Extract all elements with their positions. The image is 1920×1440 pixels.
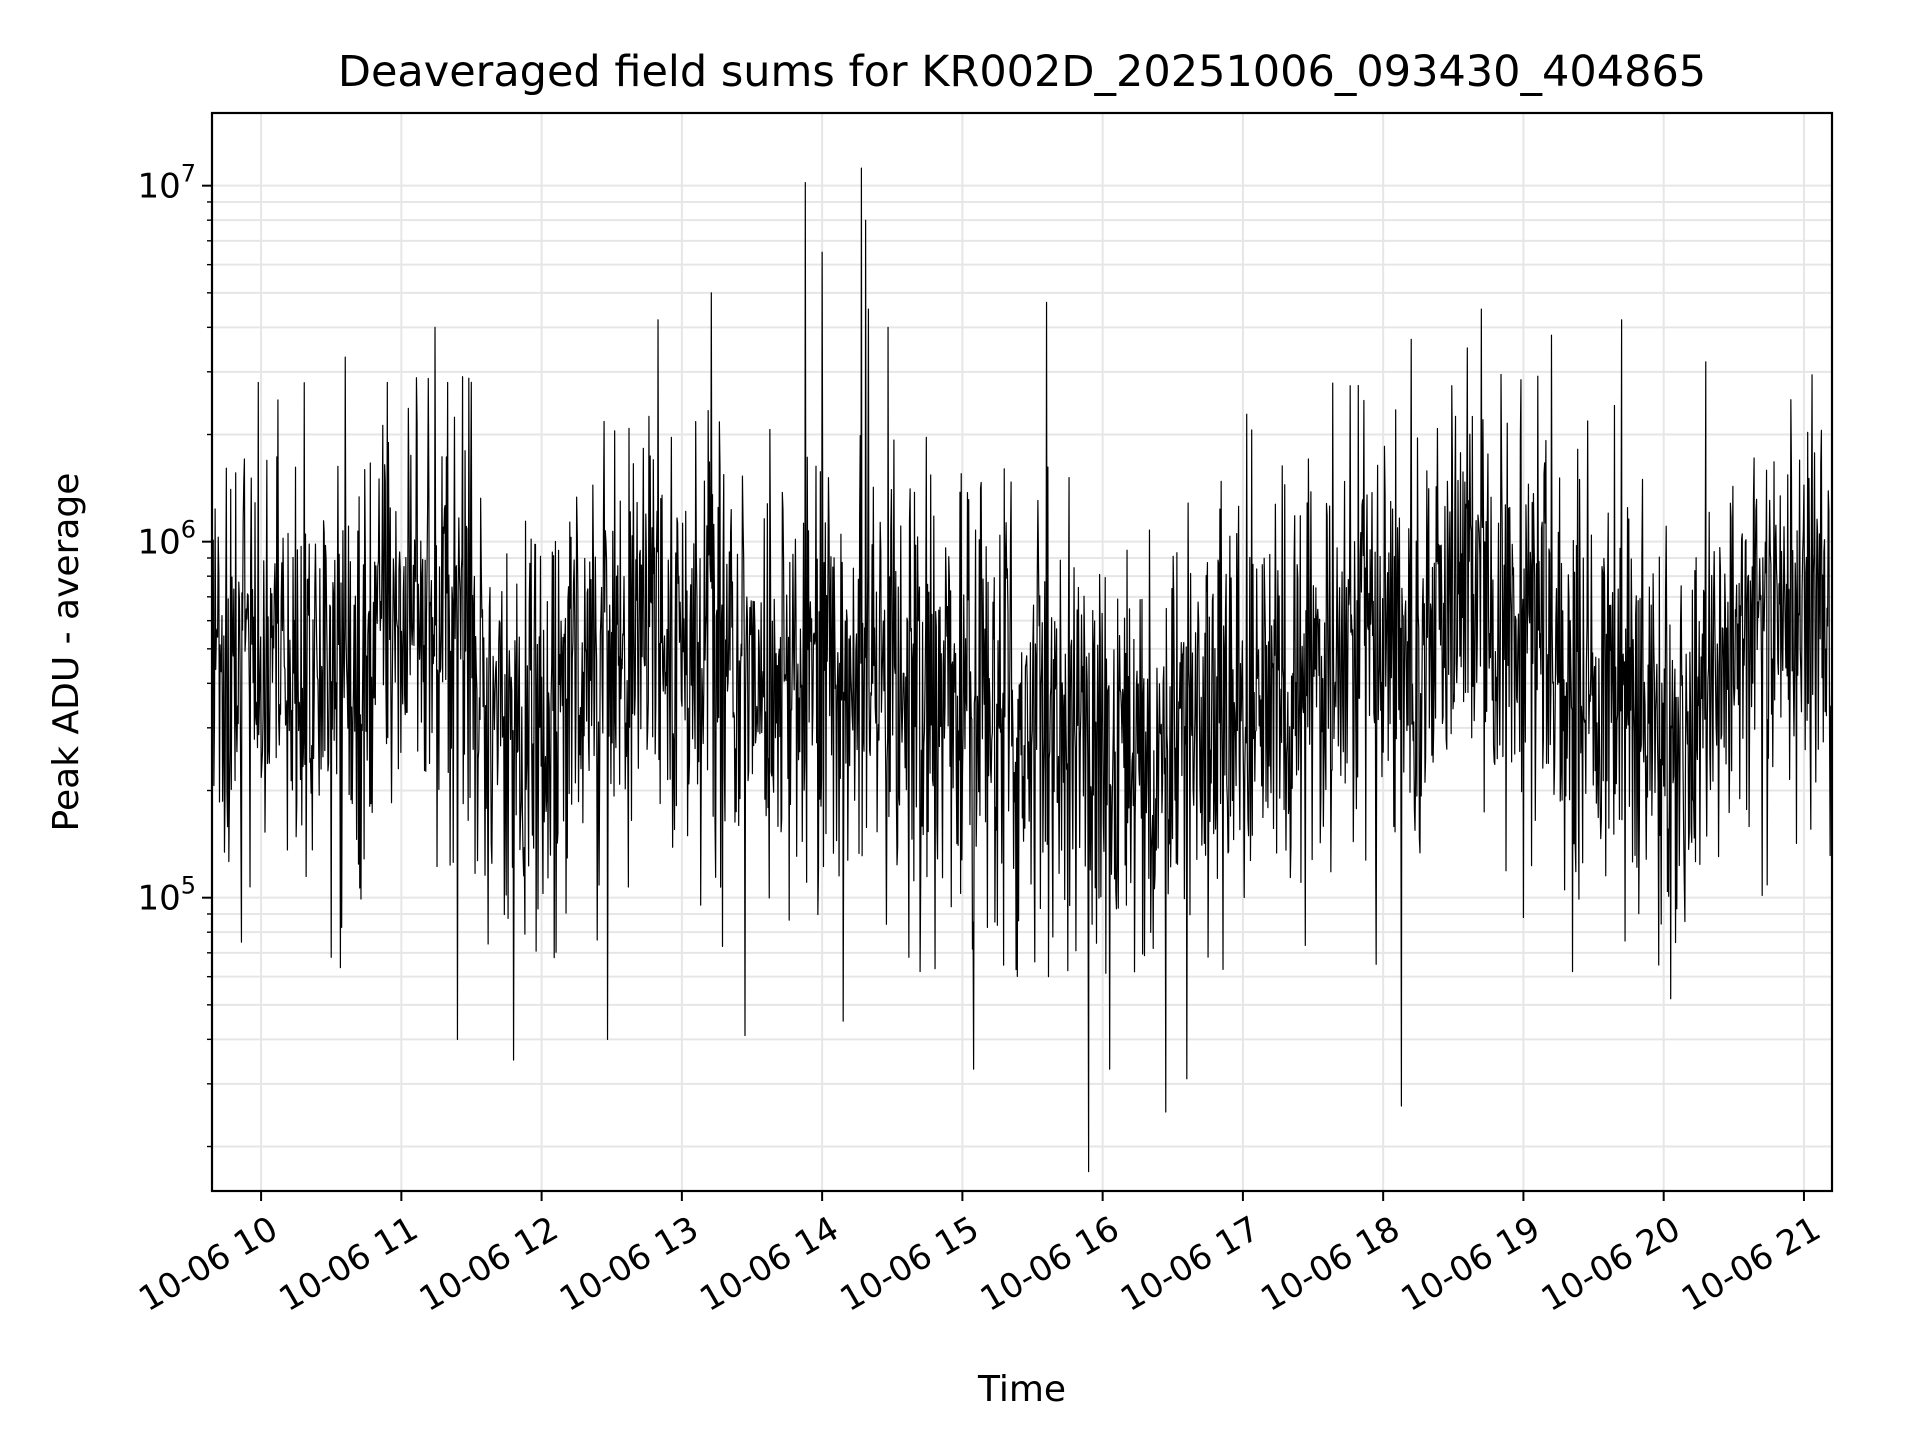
plot-area (211, 167, 1833, 1173)
axes-frame (210, 111, 1834, 1193)
y-axis-title: Peak ADU - average (46, 473, 87, 832)
y-tick-label: 105 (137, 872, 196, 919)
y-axis: 105 106 107 (137, 160, 212, 1148)
x-axis-title: Time (977, 1369, 1066, 1410)
y-tick-label: 107 (137, 160, 196, 207)
series-line (211, 167, 1833, 1173)
y-tick-label: 106 (137, 516, 196, 563)
chart-title: Deaveraged field sums for KR002D_2025100… (338, 47, 1706, 97)
